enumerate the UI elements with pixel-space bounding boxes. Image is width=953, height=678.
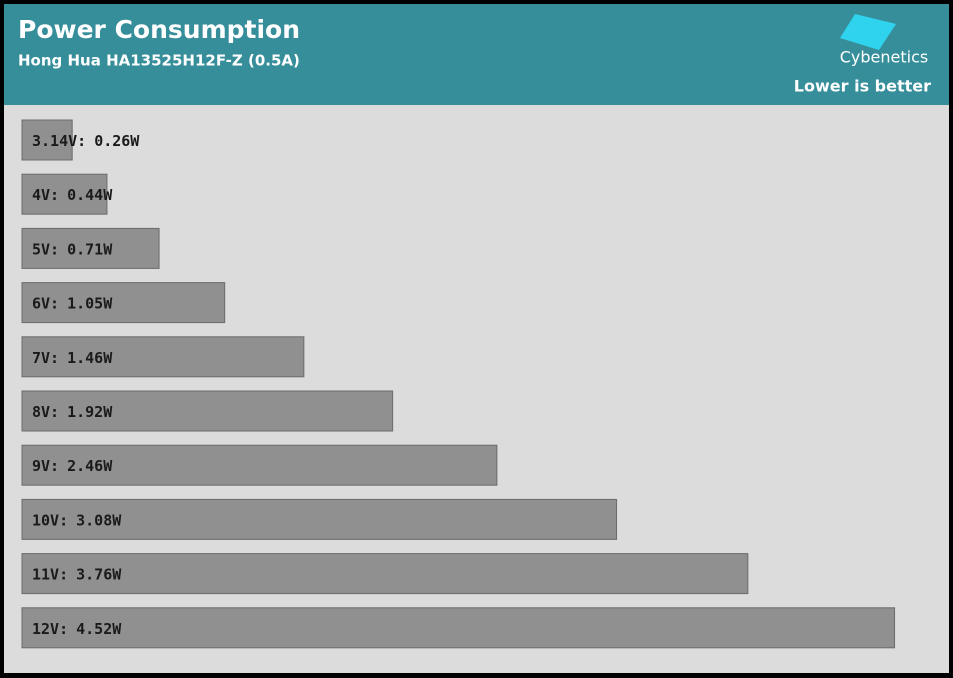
bar-label: 9V: 2.46W [32,457,113,475]
category-label: 8V: [32,403,59,421]
category-label: 6V: [32,294,59,312]
bar [21,498,618,540]
category-label: 10V: [32,511,68,529]
bar [21,119,73,161]
value-label: 0.26W [94,132,140,150]
bar [21,553,749,595]
value-label: 3.08W [76,511,122,529]
value-label: 1.46W [67,348,113,366]
note: Lower is better [794,77,931,96]
bar-label: 11V: 3.76W [32,565,122,583]
value-label: 1.92W [67,403,113,421]
bar-label: 12V: 4.52W [32,619,122,637]
header [4,4,949,105]
bar-label: 8V: 1.92W [32,403,113,421]
bar-label: 3.14V: 0.26W [32,132,140,150]
bar [21,227,160,269]
bar [21,282,226,324]
bar-label: 5V: 0.71W [32,240,113,258]
bar-label: 10V: 3.08W [32,511,122,529]
brand: Cybenetics [840,48,928,67]
bar-label: 7V: 1.46W [32,348,113,366]
value-label: 4.52W [76,619,122,637]
bar-label: 4V: 0.44W [32,186,113,204]
value-label: 0.44W [67,186,113,204]
bars: 3.14V: 0.26W 4V: 0.44W 5V: 0.71W 6V: 1.05W 7V: 1.… [21,119,896,649]
bar-label: 6V: 1.05W [32,294,113,312]
category-label: 5V: [32,240,59,258]
category-label: 4V: [32,186,59,204]
logo-icon [840,14,896,50]
category-label: 7V: [32,348,59,366]
chart-subtitle: Hong Hua HA13525H12F-Z (0.5A) [18,52,300,70]
value-label: 0.71W [67,240,113,258]
bar [21,390,394,432]
category-label: 11V: [32,565,68,583]
bar [21,173,108,215]
category-label: 12V: [32,619,68,637]
chart-title: Power Consumption [18,15,300,44]
bar [21,336,305,378]
category-label: 9V: [32,457,59,475]
value-label: 3.76W [76,565,122,583]
bar [21,444,498,486]
value-label: 1.05W [67,294,113,312]
category-label: 3.14V: [32,132,86,150]
bar [21,607,896,649]
value-label: 2.46W [67,457,113,475]
